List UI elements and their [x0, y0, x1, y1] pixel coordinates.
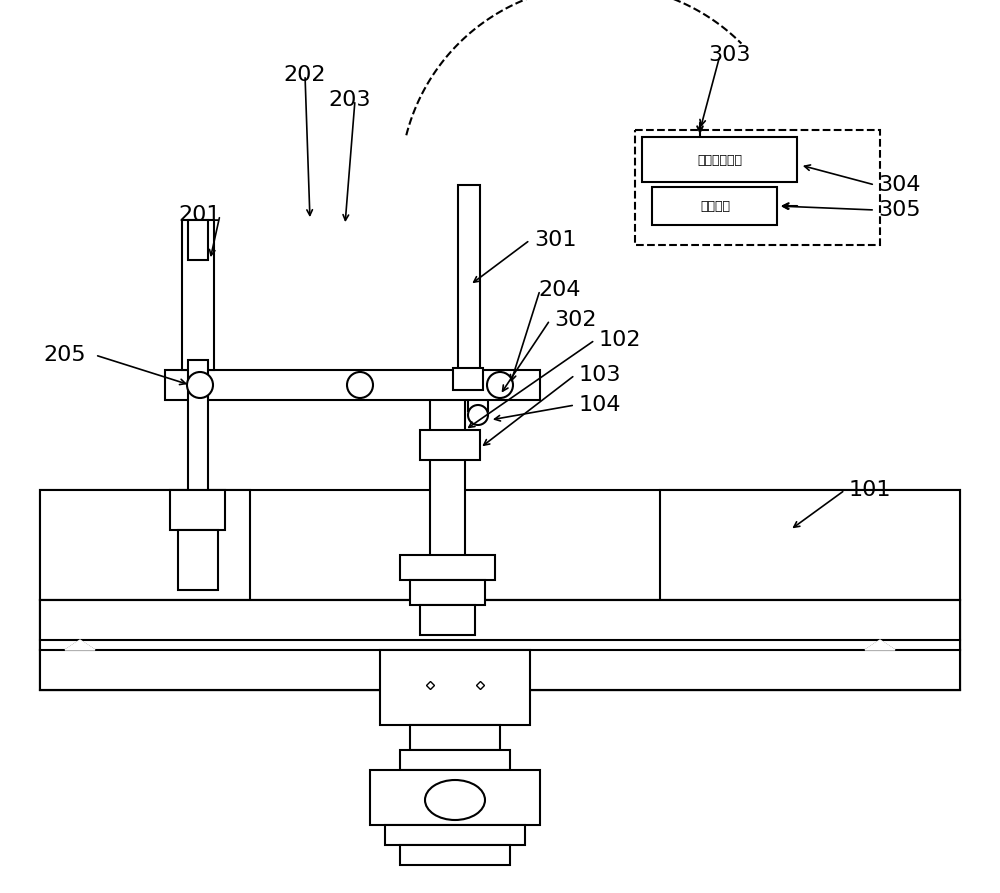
Text: 显示单元: 显示单元	[700, 199, 730, 213]
Ellipse shape	[425, 780, 485, 820]
Bar	[453, 368, 483, 390]
Bar	[178, 530, 218, 590]
Text: 202: 202	[284, 65, 326, 85]
Bar	[170, 490, 225, 530]
Bar	[165, 370, 540, 400]
Bar	[400, 555, 495, 580]
Bar	[188, 220, 208, 260]
Bar	[370, 770, 540, 825]
Circle shape	[487, 372, 513, 398]
Bar	[420, 605, 475, 635]
Bar	[40, 490, 960, 690]
Text: 304: 304	[879, 175, 921, 195]
Bar	[635, 130, 880, 245]
Text: 102: 102	[599, 330, 641, 350]
Bar	[40, 600, 960, 650]
Text: 303: 303	[709, 45, 751, 65]
Polygon shape	[65, 640, 95, 650]
Text: 204: 204	[539, 280, 581, 300]
Bar	[40, 490, 250, 600]
Bar	[642, 137, 797, 182]
Bar	[385, 825, 525, 845]
Bar	[188, 360, 208, 490]
Bar	[40, 600, 960, 690]
Polygon shape	[865, 640, 895, 650]
Text: 103: 103	[579, 365, 621, 385]
Bar	[458, 185, 480, 370]
Bar	[652, 187, 777, 225]
Bar	[400, 845, 510, 865]
Text: 203: 203	[329, 90, 371, 110]
Text: 301: 301	[534, 230, 576, 250]
Circle shape	[347, 372, 373, 398]
Text: 302: 302	[554, 310, 596, 330]
Text: 201: 201	[179, 205, 221, 225]
Bar	[182, 220, 214, 370]
Text: 104: 104	[579, 395, 621, 415]
Bar	[40, 650, 960, 690]
Text: 305: 305	[879, 200, 921, 220]
Bar	[410, 580, 485, 605]
Text: 数据处理单元: 数据处理单元	[698, 154, 742, 166]
Text: 101: 101	[849, 480, 891, 500]
Circle shape	[468, 405, 488, 425]
Bar	[420, 430, 480, 460]
Bar	[400, 750, 510, 770]
Bar	[380, 650, 530, 725]
Bar	[430, 390, 465, 600]
Bar	[410, 725, 500, 750]
Text: 205: 205	[44, 345, 86, 365]
Bar	[468, 393, 488, 411]
Circle shape	[187, 372, 213, 398]
Bar	[660, 490, 960, 600]
